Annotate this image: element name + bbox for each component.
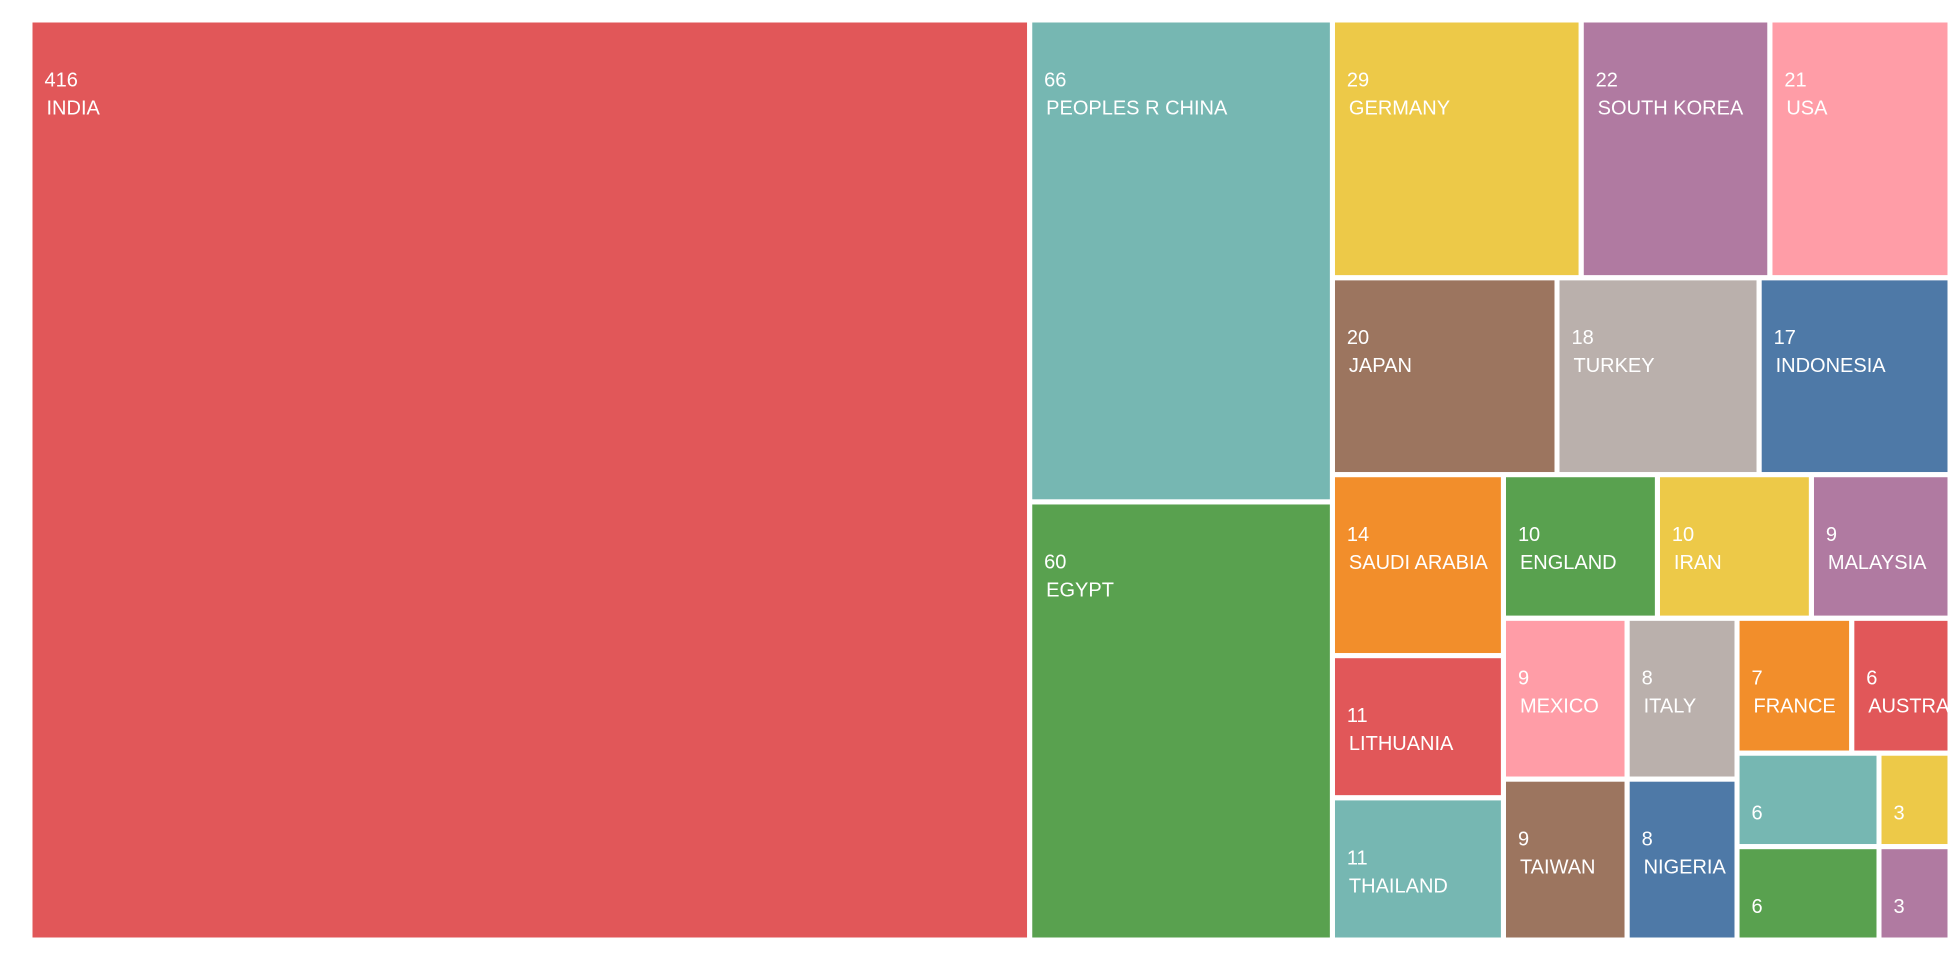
tile-rect [1334, 800, 1501, 938]
tile: 66 PEOPLES R CHINA [1032, 22, 1330, 500]
tile: 11 THAILAND [1334, 800, 1501, 938]
tile: 10 ENGLAND [1505, 477, 1655, 616]
tile-value: 10 [1672, 524, 1694, 546]
tile: 3 [1881, 849, 1948, 938]
tile-label: LITHUANIA [1349, 733, 1454, 755]
tile-label: INDONESIA [1776, 355, 1887, 377]
tile-value: 20 [1347, 327, 1369, 349]
tile-label: JAPAN [1349, 355, 1412, 377]
tile-label: GERMANY [1349, 98, 1450, 120]
tile-label: NIGERIA [1644, 857, 1727, 879]
tile-value: 6 [1752, 803, 1763, 825]
tile: 20 JAPAN [1334, 280, 1555, 473]
tile-rect [32, 22, 1028, 938]
tile-rect [1505, 781, 1625, 938]
tile-value: 8 [1642, 829, 1653, 851]
tile-label: MALAYSIA [1828, 552, 1927, 574]
tile-label: ENGLAND [1520, 552, 1617, 574]
tile: 8 ITALY [1629, 620, 1735, 777]
tile: 3 [1881, 755, 1948, 845]
tile-value: 9 [1518, 668, 1529, 690]
tile-rect [1881, 849, 1948, 938]
tile-rect [1659, 477, 1809, 616]
tile: 6 AUSTRALIA [1854, 620, 1960, 751]
tile-rect [1032, 504, 1330, 938]
tile: 29 GERMANY [1334, 22, 1579, 276]
tile-value: 3 [1894, 803, 1905, 825]
tile-rect [1813, 477, 1948, 616]
tile-value: 8 [1642, 668, 1653, 690]
tile: 8 NIGERIA [1629, 781, 1735, 938]
tile-value: 66 [1044, 70, 1066, 92]
tile-value: 21 [1784, 70, 1806, 92]
tile: 60 EGYPT [1032, 504, 1330, 938]
tile-label: TURKEY [1573, 355, 1654, 377]
tile: 9 TAIWAN [1505, 781, 1625, 938]
tile-value: 18 [1571, 327, 1593, 349]
tile-value: 17 [1774, 327, 1796, 349]
tile-value: 60 [1044, 551, 1066, 573]
tile: 9 MEXICO [1505, 620, 1625, 777]
tile-rect [1854, 620, 1948, 751]
tile-rect [1629, 620, 1735, 777]
tile-rect [1559, 280, 1757, 473]
tile-value: 7 [1752, 668, 1763, 690]
tile-label: MEXICO [1520, 696, 1599, 718]
tile-rect [1881, 755, 1948, 845]
tile-label: TAIWAN [1520, 857, 1596, 879]
tile-value: 3 [1894, 896, 1905, 918]
tile-rect [1032, 22, 1330, 500]
tile-rect [1505, 477, 1655, 616]
tile-value: 22 [1596, 70, 1618, 92]
tile-value: 416 [45, 70, 78, 92]
tile: 21 USA [1772, 22, 1948, 276]
tile-rect [1334, 22, 1579, 276]
tile-label: USA [1786, 98, 1828, 120]
tile-rect [1739, 620, 1850, 751]
tile-value: 14 [1347, 524, 1369, 546]
tile-label: SOUTH KOREA [1598, 98, 1744, 120]
tile-label: ITALY [1644, 696, 1697, 718]
tile-label: IRAN [1674, 552, 1722, 574]
tile-rect [1334, 658, 1501, 796]
tile-label: EGYPT [1046, 579, 1114, 601]
tile-rect [1334, 280, 1555, 473]
tile-label: FRANCE [1754, 696, 1836, 718]
tile: 11 LITHUANIA [1334, 658, 1501, 796]
tile-label: INDIA [47, 98, 101, 120]
tile: 10 IRAN [1659, 477, 1809, 616]
tile: 9 MALAYSIA [1813, 477, 1948, 616]
tile: 22 SOUTH KOREA [1583, 22, 1768, 276]
tile-value: 6 [1752, 896, 1763, 918]
tile-rect [1334, 477, 1501, 654]
tile-rect [1505, 620, 1625, 777]
tile: 7 FRANCE [1739, 620, 1850, 751]
tile-rect [1761, 280, 1948, 473]
tile: 14 SAUDI ARABIA [1334, 477, 1501, 654]
tile-rect [1739, 849, 1877, 938]
tile-value: 29 [1347, 70, 1369, 92]
tile-label: THAILAND [1349, 875, 1448, 897]
tile-value: 6 [1866, 668, 1877, 690]
tile-value: 10 [1518, 524, 1540, 546]
tile: 6 [1739, 755, 1877, 845]
tile-rect [1772, 22, 1948, 276]
tile: 17 INDONESIA [1761, 280, 1948, 473]
tile-rect [1739, 755, 1877, 845]
tile-label: SAUDI ARABIA [1349, 552, 1489, 574]
tile: 18 TURKEY [1559, 280, 1757, 473]
tile-value: 11 [1347, 705, 1368, 727]
tile-value: 11 [1347, 847, 1368, 869]
tile-label: PEOPLES R CHINA [1046, 98, 1228, 120]
tile: 416 INDIA [32, 22, 1028, 938]
tile-value: 9 [1518, 829, 1529, 851]
tile-label: AUSTRALIA [1868, 696, 1960, 718]
tile: 6 [1739, 849, 1877, 938]
tile-rect [1629, 781, 1735, 938]
tile-rect [1583, 22, 1768, 276]
tile-value: 9 [1826, 524, 1837, 546]
